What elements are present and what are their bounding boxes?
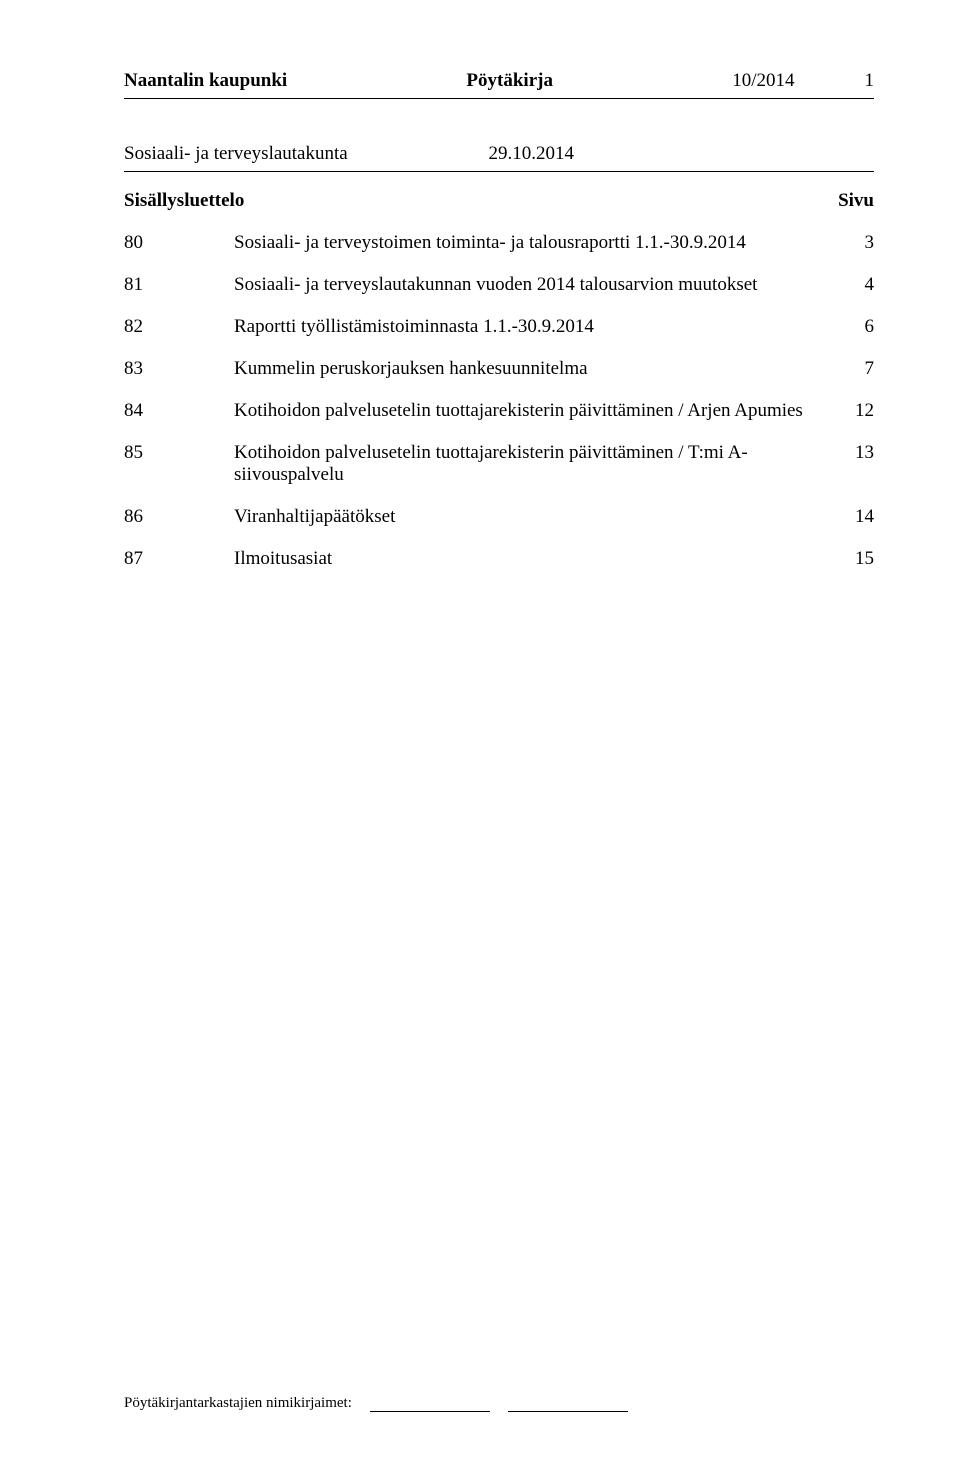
toc-row: 87 Ilmoitusasiat 15 bbox=[124, 548, 874, 570]
board-name: Sosiaali- ja terveyslautakunta bbox=[124, 143, 348, 165]
page-number: 1 bbox=[865, 70, 875, 92]
toc-header: Sisällysluettelo Sivu bbox=[124, 190, 874, 212]
toc-row: 81 Sosiaali- ja terveyslautakunnan vuode… bbox=[124, 274, 874, 296]
toc-page: 4 bbox=[838, 274, 874, 296]
toc-page: 7 bbox=[838, 358, 874, 380]
org-name: Naantalin kaupunki bbox=[124, 70, 287, 92]
toc-item-title: Kotihoidon palvelusetelin tuottajarekist… bbox=[234, 442, 838, 486]
toc-item-title: Sosiaali- ja terveystoimen toiminta- ja … bbox=[234, 232, 838, 254]
footer-label: Pöytäkirjantarkastajien nimikirjaimet: bbox=[124, 1395, 352, 1412]
toc-title: Sisällysluettelo bbox=[124, 190, 244, 212]
toc-row: 82 Raportti työllistämistoiminnasta 1.1.… bbox=[124, 316, 874, 338]
board-date: 29.10.2014 bbox=[489, 143, 575, 165]
toc-item-title: Viranhaltijapäätökset bbox=[234, 506, 838, 528]
toc-num: 82 bbox=[124, 316, 234, 338]
toc-num: 84 bbox=[124, 400, 234, 422]
signature-line-1 bbox=[370, 1398, 490, 1412]
doc-type: Pöytäkirja bbox=[466, 70, 553, 92]
doc-meta: 10/2014 1 bbox=[732, 70, 874, 92]
toc-num: 83 bbox=[124, 358, 234, 380]
board-row: Sosiaali- ja terveyslautakunta 29.10.201… bbox=[124, 143, 874, 165]
toc-item-title: Kotihoidon palvelusetelin tuottajarekist… bbox=[234, 400, 838, 422]
toc-num: 81 bbox=[124, 274, 234, 296]
toc-page: 12 bbox=[838, 400, 874, 422]
doc-number: 10/2014 bbox=[732, 70, 794, 92]
toc-num: 85 bbox=[124, 442, 234, 464]
header-rule bbox=[124, 98, 874, 99]
toc-row: 86 Viranhaltijapäätökset 14 bbox=[124, 506, 874, 528]
page-header: Naantalin kaupunki Pöytäkirja 10/2014 1 bbox=[124, 70, 874, 92]
toc-item-title: Ilmoitusasiat bbox=[234, 548, 838, 570]
toc-num: 86 bbox=[124, 506, 234, 528]
toc-row: 83 Kummelin peruskorjauksen hankesuunnit… bbox=[124, 358, 874, 380]
toc-item-title: Sosiaali- ja terveyslautakunnan vuoden 2… bbox=[234, 274, 838, 296]
toc-list: 80 Sosiaali- ja terveystoimen toiminta- … bbox=[124, 232, 874, 570]
toc-page: 3 bbox=[838, 232, 874, 254]
toc-page-label: Sivu bbox=[838, 190, 874, 212]
toc-page: 13 bbox=[838, 442, 874, 464]
toc-item-title: Kummelin peruskorjauksen hankesuunnitelm… bbox=[234, 358, 838, 380]
toc-row: 80 Sosiaali- ja terveystoimen toiminta- … bbox=[124, 232, 874, 254]
signature-line-2 bbox=[508, 1398, 628, 1412]
toc-page: 6 bbox=[838, 316, 874, 338]
toc-page: 15 bbox=[838, 548, 874, 570]
toc-num: 80 bbox=[124, 232, 234, 254]
toc-num: 87 bbox=[124, 548, 234, 570]
toc-page: 14 bbox=[838, 506, 874, 528]
toc-row: 85 Kotihoidon palvelusetelin tuottajarek… bbox=[124, 442, 874, 486]
toc-item-title: Raportti työllistämistoiminnasta 1.1.-30… bbox=[234, 316, 838, 338]
board-rule bbox=[124, 171, 874, 172]
toc-row: 84 Kotihoidon palvelusetelin tuottajarek… bbox=[124, 400, 874, 422]
footer: Pöytäkirjantarkastajien nimikirjaimet: bbox=[124, 1395, 628, 1412]
